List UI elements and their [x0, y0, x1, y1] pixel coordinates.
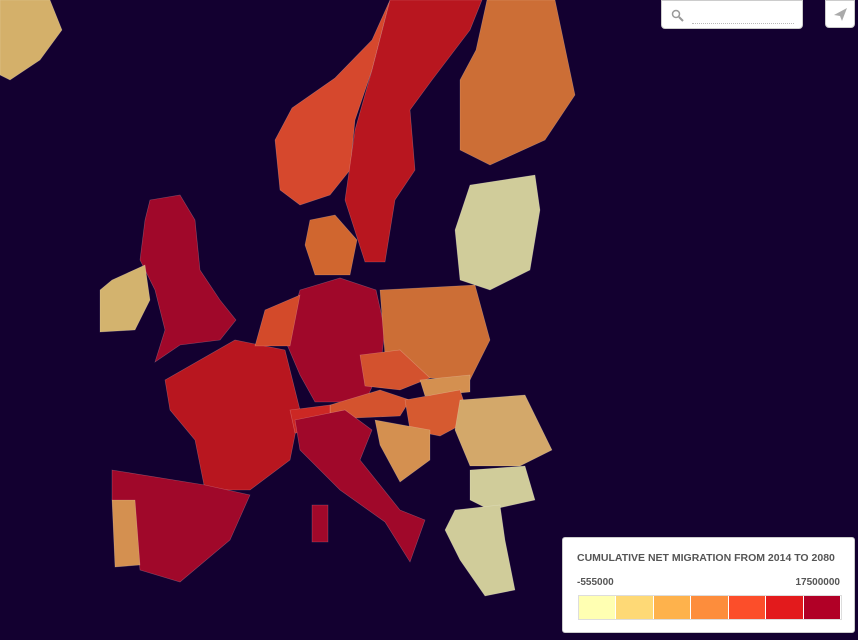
send-icon	[834, 8, 847, 21]
benelux	[254, 294, 301, 347]
legend-min: -555000	[577, 577, 614, 588]
search-box[interactable]	[661, 0, 803, 29]
legend-max: 17500000	[795, 577, 841, 588]
iceland	[0, 0, 63, 81]
italy	[294, 409, 426, 563]
czechia	[359, 349, 431, 391]
legend-bin	[579, 596, 617, 619]
search-icon	[671, 9, 684, 22]
legend-bin	[803, 596, 841, 619]
croatia	[374, 419, 431, 483]
sweden	[344, 0, 483, 263]
legend: CUMULATIVE NET MIGRATION FROM 2014 TO 20…	[562, 537, 855, 633]
portugal	[111, 499, 141, 568]
legend-bin	[691, 596, 729, 619]
denmark	[304, 214, 358, 276]
france	[164, 339, 301, 491]
legend-bin	[616, 596, 654, 619]
legend-scale	[578, 595, 842, 620]
hungary	[404, 389, 471, 437]
legend-bin	[728, 596, 767, 619]
legend-bin	[766, 596, 804, 619]
bulgaria	[469, 465, 536, 511]
greece	[444, 504, 516, 597]
uk	[139, 194, 237, 363]
ireland	[99, 264, 151, 333]
search-input[interactable]	[692, 9, 794, 24]
legend-title: CUMULATIVE NET MIGRATION FROM 2014 TO 20…	[577, 552, 835, 564]
baltics	[454, 174, 541, 291]
finland	[459, 0, 576, 166]
sardinia	[311, 504, 329, 543]
share-button[interactable]	[825, 0, 855, 28]
legend-bin	[653, 596, 692, 619]
norway	[274, 0, 391, 206]
romania	[454, 394, 553, 467]
